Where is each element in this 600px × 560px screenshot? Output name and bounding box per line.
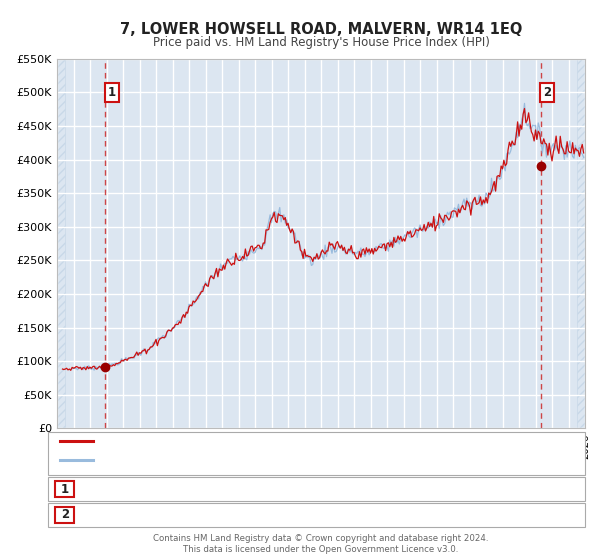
Text: HPI: Average price, detached house, Malvern Hills: HPI: Average price, detached house, Malv… (99, 455, 371, 465)
Text: Contains HM Land Registry data © Crown copyright and database right 2024.
This d: Contains HM Land Registry data © Crown c… (153, 534, 489, 554)
Text: 2: 2 (61, 508, 69, 521)
Text: 1: 1 (107, 86, 116, 99)
Text: Price paid vs. HM Land Registry's House Price Index (HPI): Price paid vs. HM Land Registry's House … (152, 36, 490, 49)
Text: £390,000: £390,000 (276, 508, 332, 521)
Text: 10% ↓ HPI: 10% ↓ HPI (426, 508, 488, 521)
Text: 1: 1 (61, 483, 69, 496)
Text: 7, LOWER HOWSELL ROAD, MALVERN, WR14 1EQ: 7, LOWER HOWSELL ROAD, MALVERN, WR14 1EQ (120, 22, 522, 38)
Bar (57, 59, 65, 428)
Text: 2: 2 (544, 86, 551, 99)
Text: 28-NOV-1996: 28-NOV-1996 (93, 483, 172, 496)
Bar (577, 59, 585, 428)
Text: 28-APR-2023: 28-APR-2023 (93, 508, 169, 521)
Text: ≈ HPI: ≈ HPI (426, 483, 459, 496)
Text: 7, LOWER HOWSELL ROAD, MALVERN, WR14 1EQ (detached house): 7, LOWER HOWSELL ROAD, MALVERN, WR14 1EQ… (99, 436, 469, 446)
Text: £91,500: £91,500 (276, 483, 325, 496)
